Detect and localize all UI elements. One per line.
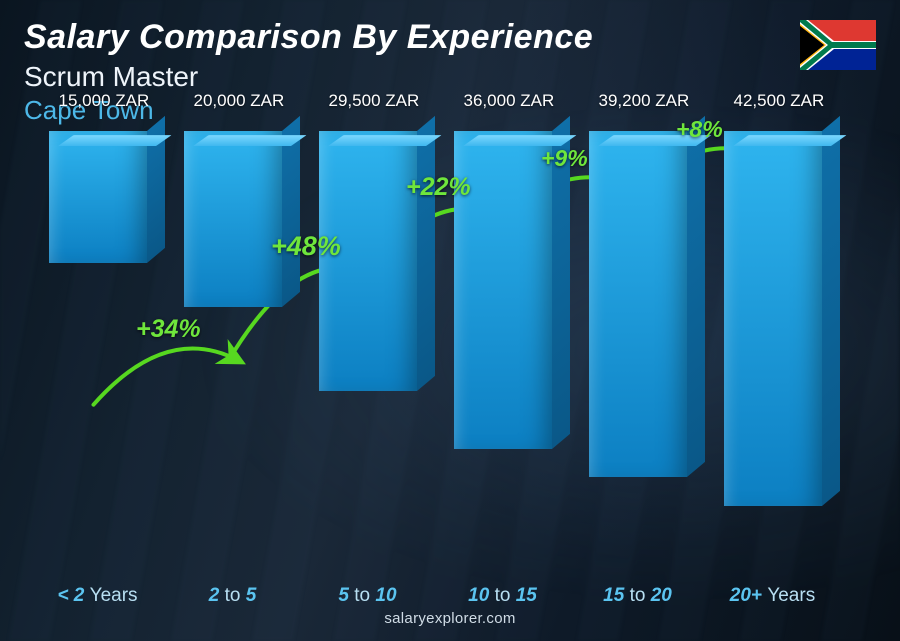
bar-category-label: 5 to 10 — [298, 585, 438, 607]
chart-container: Salary Comparison By Experience Scrum Ma… — [0, 0, 900, 641]
bar: 20,000 ZAR — [184, 131, 282, 307]
bar-column: 20,000 ZAR2 to 5 — [165, 131, 300, 571]
bar-value-label: 42,500 ZAR — [699, 91, 859, 111]
bar-top-face — [733, 135, 847, 146]
bar-front — [589, 131, 687, 477]
bar: 15,000 ZAR — [49, 131, 147, 263]
bar: 42,500 ZAR — [724, 131, 822, 506]
bar-category-label: < 2 Years — [28, 585, 168, 607]
bar-top-face — [328, 135, 442, 146]
bar-top-face — [58, 135, 172, 146]
bar-side — [417, 116, 435, 391]
bar-column: 15,000 ZAR< 2 Years — [30, 131, 165, 571]
growth-pct-label: +48% — [271, 231, 341, 262]
bar-category-label: 2 to 5 — [163, 585, 303, 607]
growth-pct-label: +22% — [406, 173, 471, 202]
south-africa-flag-icon — [800, 20, 876, 70]
growth-pct-label: +8% — [676, 116, 723, 143]
bar-side — [687, 116, 705, 477]
bar-category-label: 10 to 15 — [433, 585, 573, 607]
growth-pct-label: +34% — [136, 315, 201, 344]
bar-category-label: 20+ Years — [703, 585, 843, 607]
bar-category-label: 15 to 20 — [568, 585, 708, 607]
bar-column: 42,500 ZAR20+ Years — [705, 131, 840, 571]
growth-pct-label: +9% — [541, 145, 588, 172]
subtitle: Scrum Master — [24, 61, 876, 93]
bar-front — [724, 131, 822, 506]
footer-credit: salaryexplorer.com — [0, 610, 900, 627]
bar-side — [822, 116, 840, 506]
bar-front — [184, 131, 282, 307]
bar-chart: 15,000 ZAR< 2 Years20,000 ZAR2 to 529,50… — [30, 131, 840, 571]
bar: 39,200 ZAR — [589, 131, 687, 477]
page-title: Salary Comparison By Experience — [24, 18, 876, 57]
bar-front — [49, 131, 147, 263]
bar-top-face — [193, 135, 307, 146]
bar-column: 39,200 ZAR15 to 20 — [570, 131, 705, 571]
